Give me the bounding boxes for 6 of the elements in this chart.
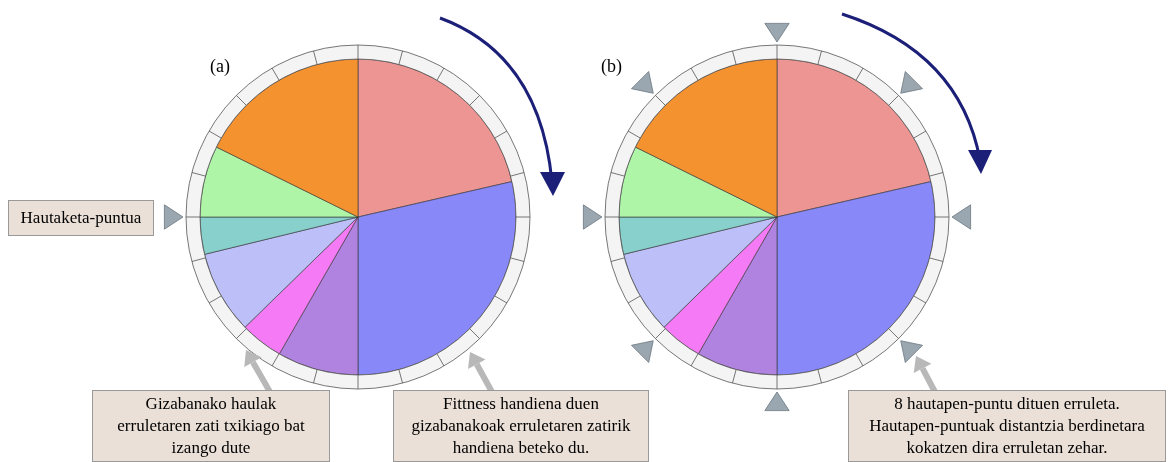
text: Fittness handiena duen gizabanakoak erruletaren zatirik handiena beteko du. [393, 390, 649, 462]
text: Gizabanako haulak erruletaren zati txikiago bat izango dute [92, 390, 330, 462]
text: Hautaketa-puntua [8, 200, 154, 236]
text: 8 hautapen-puntu dituen erruleta. Hautapen-puntuak distantzia berdinetara kokatzen dira erruletan zehar. [848, 390, 1166, 462]
chart-title: (a) [210, 56, 230, 77]
chart-title: (b) [601, 56, 622, 77]
